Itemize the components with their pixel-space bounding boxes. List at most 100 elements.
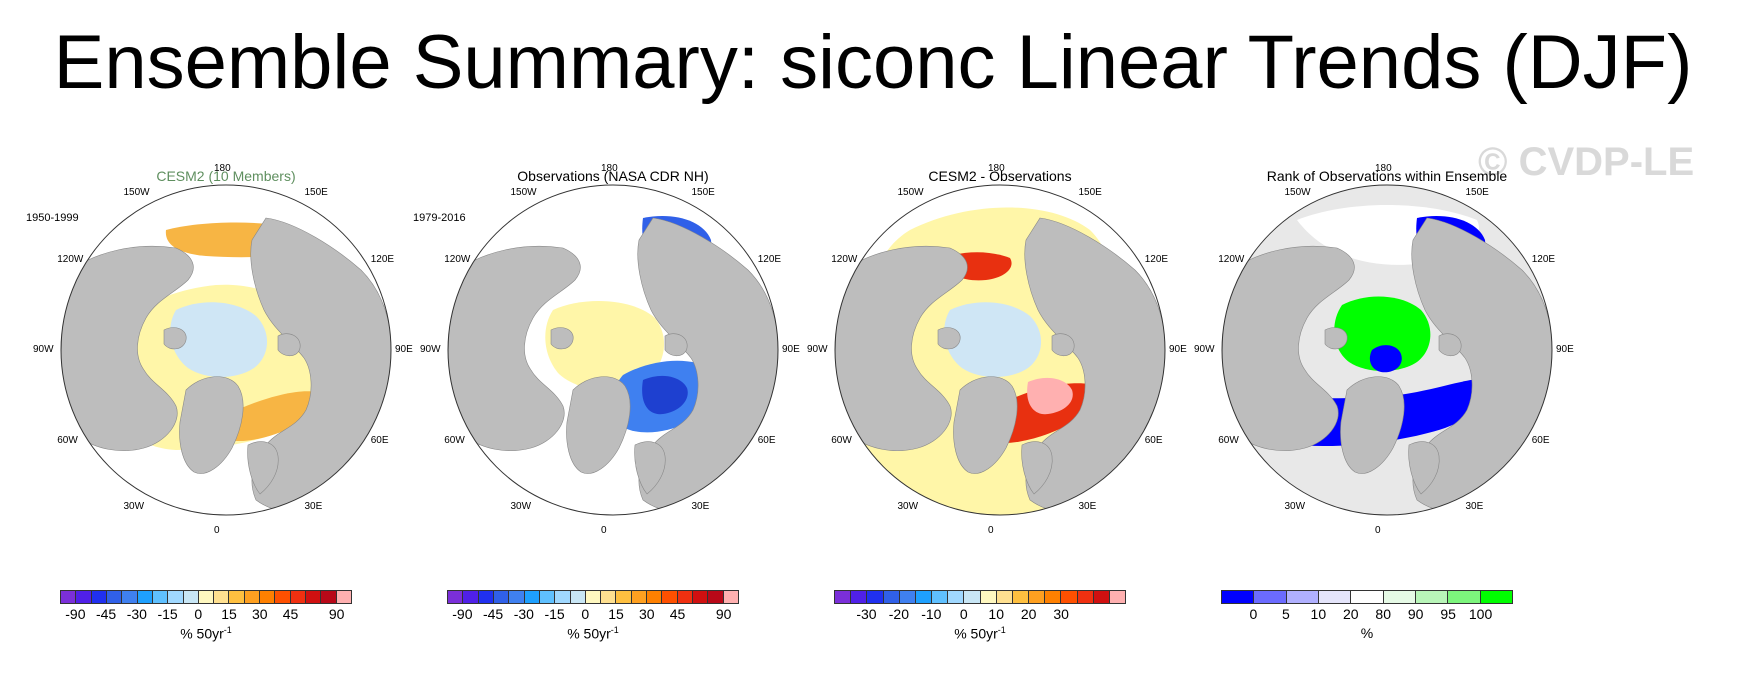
colorbar-tick-label: 90 [328, 606, 345, 622]
colorbar-swatch [964, 591, 981, 603]
colorbar-tick-label: 10 [988, 606, 1005, 622]
colorbar-swatch [61, 591, 77, 603]
colorbar-tick-label: 45 [669, 606, 686, 622]
colorbar-swatch [152, 591, 169, 603]
longitude-label: 60W [831, 434, 852, 446]
unit-base: % 50yr [180, 625, 224, 642]
colorbar-swatch [1029, 591, 1046, 603]
longitude-label: 90W [1194, 344, 1215, 355]
colorbar-tick-label: -30 [513, 606, 534, 622]
colorbar [447, 590, 739, 604]
period-label: 1950-1999 [26, 212, 79, 224]
longitude-label: 150W [123, 187, 150, 199]
colorbar-swatch [677, 591, 693, 603]
longitude-label: 120W [444, 253, 471, 265]
colorbar-swatch [1383, 591, 1416, 603]
map-border [834, 184, 1166, 516]
colorbar-swatch [980, 591, 997, 603]
colorbar-swatch [1254, 591, 1287, 603]
colorbar-swatch [260, 591, 276, 603]
map-border [447, 184, 779, 516]
trend-region-3 [1334, 296, 1431, 371]
colorbar-swatch [448, 591, 464, 603]
polar-map [1221, 184, 1553, 516]
colorbar-swatch [1077, 591, 1094, 603]
colorbar-tick-label: 100 [1468, 606, 1493, 622]
map-panel-3: CESM2 - Observations 180 150E 120E 90E 60E 30E… [790, 160, 1210, 660]
colorbar-tick-label: 15 [608, 606, 624, 622]
colorbar-swatch [1109, 591, 1126, 603]
colorbar-swatch [1480, 591, 1512, 603]
land-mass-4 [1021, 441, 1053, 495]
longitude-label: 120W [57, 253, 84, 265]
longitude-label: 90E [395, 344, 413, 355]
colorbar-swatch [214, 591, 230, 603]
colorbar-tick-label: 10 [1310, 606, 1327, 622]
colorbar-unit-label: % [1157, 625, 1577, 641]
colorbar-swatch [478, 591, 494, 603]
longitude-label: 180 [988, 163, 1005, 174]
land-mass-5 [550, 327, 574, 350]
longitude-label: 180 [1375, 163, 1392, 174]
land-mass-4 [634, 441, 666, 495]
colorbar-unit-label: % 50yr-1 [383, 625, 803, 642]
colorbar-swatch [1061, 591, 1078, 603]
colorbar-swatch [555, 591, 571, 603]
colorbar-swatch [1045, 591, 1062, 603]
colorbar-swatch [601, 591, 617, 603]
colorbar-swatch [708, 591, 724, 603]
longitude-label: 0 [214, 525, 220, 536]
panel-title: Observations (NASA CDR NH) [517, 168, 709, 184]
figure-title: Ensemble Summary: siconc Linear Trends (… [53, 20, 1693, 105]
colorbar [1221, 590, 1513, 604]
longitude-label: 120E [1531, 253, 1556, 265]
longitude-label: 120W [1218, 253, 1245, 265]
unit-base: % [1360, 625, 1374, 641]
longitude-label: 90W [807, 344, 828, 355]
colorbar-unit-label: % 50yr-1 [0, 625, 416, 642]
colorbar-swatch [321, 591, 337, 603]
unit-base: % 50yr [567, 625, 611, 642]
polar-map [447, 184, 779, 516]
longitude-label: 0 [601, 525, 607, 536]
longitude-label: 180 [214, 163, 231, 174]
longitude-label: 90E [1556, 344, 1574, 355]
polar-map [834, 184, 1166, 516]
unit-superscript: -1 [223, 625, 232, 635]
panel-title: CESM2 (10 Members) [156, 168, 296, 184]
longitude-label: 120W [831, 253, 858, 265]
colorbar-swatch [76, 591, 92, 603]
map-panel-1: CESM2 (10 Members) 180 150E 120E 90E 60E 30E 0 3… [16, 160, 436, 660]
colorbar-tick-label: -30 [126, 606, 147, 622]
land-mass-4 [247, 441, 279, 495]
colorbar-tick-label: -45 [482, 606, 504, 622]
longitude-label: 60E [1531, 434, 1550, 446]
longitude-label: 60W [57, 434, 78, 446]
land-mass-3 [566, 376, 631, 474]
colorbar-swatch [229, 591, 245, 603]
colorbar-tick-label: -15 [544, 606, 565, 622]
longitude-label: 30E [304, 500, 323, 512]
colorbar-swatch [336, 591, 351, 603]
longitude-label: 120E [1144, 253, 1169, 265]
colorbar-swatch [932, 591, 949, 603]
colorbar-swatch [198, 591, 215, 603]
colorbar-swatch [835, 591, 852, 603]
colorbar-tick-label: -90 [65, 606, 86, 622]
colorbar-tick-label: 0 [959, 606, 968, 622]
colorbar-swatch [463, 591, 479, 603]
colorbar-swatch [1222, 591, 1255, 603]
colorbar-tick-label: 95 [1440, 606, 1456, 622]
colorbar-swatch [883, 591, 900, 603]
longitude-label: 30E [1465, 500, 1484, 512]
polar-map [60, 184, 392, 516]
map-panel-2: Observations (NASA CDR NH) 180 150E 120E 90E… [403, 160, 823, 660]
colorbar-swatch [183, 591, 199, 603]
colorbar-swatch [915, 591, 933, 603]
colorbar-tick-label: 45 [282, 606, 299, 622]
longitude-label: 0 [988, 525, 994, 536]
colorbar-swatch [693, 591, 709, 603]
colorbar-tick-label: 30 [638, 606, 655, 622]
colorbar-swatch [616, 591, 632, 603]
land-mass-3 [1340, 376, 1405, 474]
